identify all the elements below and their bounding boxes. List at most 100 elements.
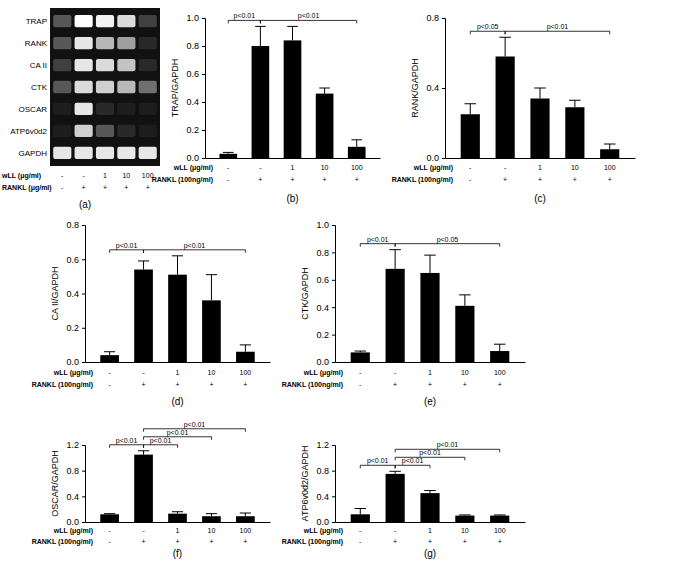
gel-row-label: TRAP [26,17,47,26]
error-cap [389,249,401,250]
bar [420,493,439,522]
bracket [144,250,246,253]
y-axis-title: TRAP/GAPDH [170,59,180,118]
panel-label: (e) [424,396,436,407]
row-value: + [175,538,179,545]
row-value: 100 [494,369,506,376]
y-tick-label: 0.0 [426,153,439,163]
bar-panel: 0.00.40.81.2p<0.01p<0.01p<0.01p<0.01ATP6… [282,440,526,559]
y-tick: 0.6 [186,69,205,79]
figure: TRAPRANKCA IICTKOSCARATP6v0d2GAPDHwLL (μ… [0,0,675,562]
y-tick: 0.8 [186,41,205,51]
row-label: RANKL (100ng/ml) [282,538,343,546]
y-tick-mark [82,225,85,226]
row-value: + [209,381,213,388]
panel-label: (a) [79,199,91,210]
annotation: p<0.01 [234,12,256,20]
bar [600,149,619,158]
y-tick-label: 1.2 [316,440,329,450]
gel-row-label: CA II [30,61,47,70]
bracket [395,244,500,247]
bracket [395,449,500,452]
y-tick-mark [82,362,85,363]
gel-band [75,59,93,71]
annotation: p<0.01 [437,441,459,449]
gel-band [53,37,71,49]
error-stem [292,26,293,40]
error-cap [355,351,367,352]
error-cap [459,514,471,515]
error-cap [494,344,506,345]
bar [252,46,270,158]
error-bar [499,37,511,56]
error-bar [534,88,546,99]
error-bar [355,351,367,352]
error-stem [260,26,261,46]
error-stem [109,352,110,355]
y-tick-mark [332,496,335,497]
y-tick: 0.2 [186,125,205,135]
row-value: + [498,381,502,388]
panel-label: (d) [171,396,183,407]
row-value: 1 [428,527,432,534]
row-value: 100 [494,527,506,534]
gel-band [75,147,93,159]
gel-band [117,37,135,49]
y-tick-label: 0.4 [426,83,439,93]
x-axis-line [86,522,271,523]
y-axis-line [332,446,336,523]
y-tick-label: 0.0 [66,357,79,367]
bracket [260,20,356,23]
y-tick-label: 0.0 [316,357,329,367]
row-value: 10 [321,164,329,171]
error-cap [138,260,149,261]
row-label: wLL (μg/ml) [1,172,41,180]
row-value: 100 [240,369,252,376]
bracket [505,31,610,34]
y-axis-line [442,19,446,159]
annotation: p<0.01 [367,236,389,244]
error-cap [138,450,149,451]
y-axis-line [202,19,206,159]
error-cap [172,255,183,256]
bar [284,40,302,158]
y-tick: 0.6 [316,275,335,285]
y-tick-mark [442,18,445,19]
y-tick-label: 0.6 [66,255,79,265]
row-value: - [108,527,111,534]
annotations: p<0.01p<0.01p<0.01p<0.01 [110,421,246,448]
error-bar [240,513,251,516]
annotation: p<0.01 [184,242,206,250]
y-tick-mark [202,102,205,103]
bar-panel: 0.00.20.40.60.8p<0.01p<0.01CA II/GAPDHwL… [32,220,271,407]
y-tick-label: 1.0 [186,13,199,23]
row-label: wLL (μg/ml) [303,527,343,535]
error-bar [355,509,367,515]
gel-band [139,81,157,93]
bar-panel: 0.00.20.40.60.81.0p<0.01p<0.01TRAP/GAPDH… [152,12,381,204]
y-tick-mark [202,74,205,75]
gel-band [139,37,157,49]
row-value: - [227,176,230,183]
row-value: + [463,538,467,545]
bar [348,147,366,158]
row-value: - [61,172,64,179]
gel-band [75,37,93,49]
error-cap [104,513,115,514]
error-bar [494,514,506,516]
row-value: + [355,176,359,183]
row-value: + [103,184,107,191]
error-bar [138,261,149,270]
bar [316,94,334,158]
y-tick-label: 0.4 [66,289,79,299]
bar-panel: 0.00.20.40.60.81.0p<0.01p<0.05CTK/GAPDHw… [282,220,526,407]
plot-marks [219,26,365,158]
plot-marks [351,471,510,522]
row-value: 100 [604,164,616,171]
row-label: RANKL (100ng/ml) [32,538,93,546]
bar [134,455,153,522]
y-tick-mark [82,522,85,523]
row-value: + [243,538,247,545]
y-axis-title: RANK/GAPDH [410,58,420,118]
y-tick: 0.0 [316,517,335,527]
